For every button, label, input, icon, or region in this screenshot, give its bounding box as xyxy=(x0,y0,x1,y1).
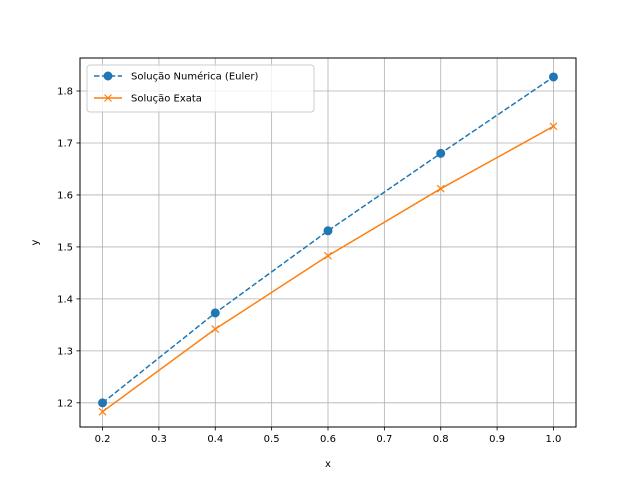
data-point xyxy=(210,308,220,318)
legend-entry: Solução Exata xyxy=(94,94,202,105)
marker-stroke xyxy=(549,122,558,131)
legend-marker xyxy=(104,94,112,102)
y-tick-label: 1.8 xyxy=(57,87,73,98)
x-tick-label: 0.5 xyxy=(264,434,280,445)
y-axis-ticks: 1.2 1.3 1.4 1.5 1.6 1.7 1.8 xyxy=(57,87,80,409)
marker-stroke xyxy=(436,184,445,193)
x-tick-label: 0.4 xyxy=(207,434,223,445)
data-point xyxy=(324,251,332,260)
legend-label: Solução Numérica (Euler) xyxy=(131,71,259,83)
series-layer xyxy=(98,72,558,416)
marker-stroke xyxy=(98,407,107,416)
y-tick-label: 1.2 xyxy=(57,398,73,409)
data-point xyxy=(549,122,558,131)
x-tick-label: 0.8 xyxy=(433,434,449,445)
legend-entry: Solução Numérica (Euler) xyxy=(94,71,259,83)
data-point xyxy=(548,72,558,82)
y-tick-label: 1.5 xyxy=(57,242,73,253)
x-tick-label: 0.7 xyxy=(376,434,392,445)
data-point xyxy=(98,407,107,416)
y-tick-label: 1.7 xyxy=(57,138,73,149)
plot-frame xyxy=(79,57,577,428)
marker-stroke xyxy=(324,251,332,260)
data-point xyxy=(436,148,446,158)
series-line xyxy=(102,76,554,404)
y-axis-label: y xyxy=(30,239,41,245)
y-tick-label: 1.6 xyxy=(57,190,73,201)
x-axis-ticks: 0.2 0.3 0.4 0.5 0.6 0.7 0.8 0.9 1.0 xyxy=(95,427,562,445)
legend-label: Solução Exata xyxy=(131,94,202,105)
series-euler xyxy=(98,72,558,408)
grid xyxy=(80,58,576,427)
marker-stroke xyxy=(211,325,220,333)
x-tick-label: 0.2 xyxy=(95,434,111,445)
data-point xyxy=(436,184,445,193)
x-axis-label: x xyxy=(325,459,331,470)
x-tick-label: 1.0 xyxy=(546,434,562,445)
legend-marker xyxy=(103,71,113,81)
legend-box xyxy=(86,64,315,113)
data-point xyxy=(323,226,333,236)
y-tick-label: 1.3 xyxy=(57,346,73,357)
x-tick-label: 0.6 xyxy=(320,434,336,445)
data-point xyxy=(211,325,220,333)
marker-stroke xyxy=(104,94,112,102)
x-tick-label: 0.3 xyxy=(151,434,167,445)
x-tick-label: 0.9 xyxy=(489,434,505,445)
y-tick-label: 1.4 xyxy=(57,294,73,305)
series-exact xyxy=(98,122,558,416)
legend: Solução Numérica (Euler) Solução Exata xyxy=(86,64,315,113)
data-point xyxy=(98,398,108,408)
